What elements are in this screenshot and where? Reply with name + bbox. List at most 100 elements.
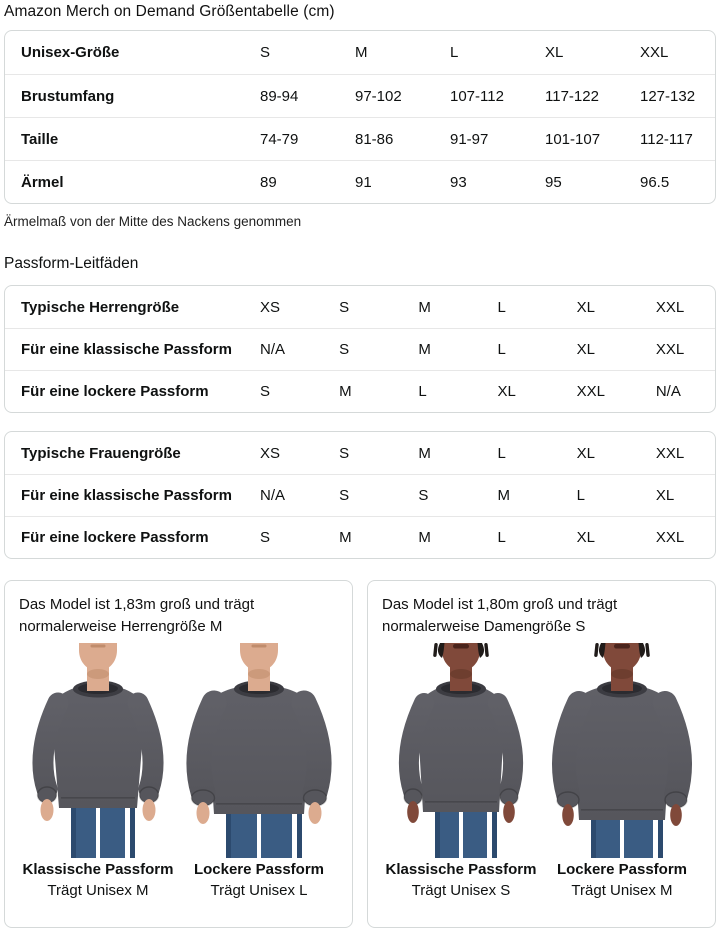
size-cell: S (260, 529, 271, 546)
size-cell: XL (576, 298, 596, 316)
sleeve-measure-note: Ärmelmaß von der Mitte des Nackens genom… (4, 214, 302, 229)
size-cell: S (260, 383, 271, 400)
caption-size: Trägt Unisex S (411, 881, 511, 899)
size-cell: M (418, 444, 431, 462)
photo-column: Lockere Passform Trägt Unisex M (543, 642, 701, 901)
photo-column: Klassische Passform Trägt Unisex M (19, 642, 177, 901)
row-label: Typische Frauengröße (21, 444, 181, 462)
caption-size: Trägt Unisex M (571, 881, 673, 899)
size-cell: 127-132 (640, 87, 696, 105)
model-photos: Klassische Passform Trägt Unisex S Locke… (382, 642, 701, 901)
size-cell: XL (576, 529, 596, 546)
size-cell: N/A (260, 487, 286, 504)
table-row: Taille 74-79 81-86 91-97 101-107 112-117 (5, 117, 715, 160)
size-cell: L (497, 341, 506, 358)
size-cell: M (339, 383, 352, 400)
table-row: Für eine klassische Passform N/A S S M L… (5, 474, 715, 516)
model-photos: Klassische Passform Trägt Unisex M Locke… (19, 642, 338, 901)
photo-caption: Lockere Passform Trägt Unisex M (557, 859, 687, 901)
model-photo-loose-fit (543, 642, 701, 858)
size-cell: 93 (450, 173, 467, 191)
row-label: Für eine klassische Passform (21, 487, 232, 504)
row-label: Ärmel (21, 173, 64, 191)
fit-guides-heading: Passform-Leitfäden (4, 255, 139, 272)
caption-size: Trägt Unisex L (210, 881, 308, 899)
row-label: Unisex-Größe (21, 44, 120, 61)
row-label: Für eine klassische Passform (21, 341, 232, 358)
size-cell: 89 (260, 173, 277, 191)
size-cell: L (576, 487, 585, 504)
sweatshirt-model-figure (32, 642, 164, 858)
table-row: Für eine lockere Passform S M M L XL XXL (5, 516, 715, 558)
model-card-description: Das Model ist 1,80m groß und trägt norma… (382, 596, 618, 635)
size-table: Unisex-Größe S M L XL XXL Brustumfang 89… (4, 30, 716, 204)
table-row: Für eine klassische Passform N/A S M L X… (5, 328, 715, 370)
size-cell: 89-94 (260, 87, 299, 105)
size-cell: 91 (355, 173, 372, 191)
size-cell: S (418, 487, 429, 504)
size-cell: 81-86 (355, 130, 394, 148)
size-cell: L (497, 298, 506, 316)
photo-caption: Lockere Passform Trägt Unisex L (194, 859, 324, 901)
caption-fit-type: Klassische Passform (385, 860, 537, 878)
caption-fit-type: Lockere Passform (556, 860, 688, 878)
table-row: Typische Frauengröße XS S M L XL XXL (5, 432, 715, 474)
model-card-men: Das Model ist 1,83m groß und trägt norma… (4, 580, 353, 928)
size-cell: 107-112 (450, 87, 504, 105)
size-cell: M (339, 529, 352, 546)
size-cell: XXL (655, 529, 685, 546)
model-photo-classic-fit (19, 642, 177, 858)
fit-table-women: Typische Frauengröße XS S M L XL XXL Für… (4, 431, 716, 559)
size-cell: N/A (655, 383, 681, 400)
size-cell: S (339, 487, 350, 504)
size-cell: M (418, 529, 431, 546)
row-label: Für eine lockere Passform (21, 383, 209, 400)
size-cell: M (418, 341, 431, 358)
sweatshirt-model-figure (186, 642, 332, 858)
model-card-description: Das Model ist 1,83m groß und trägt norma… (19, 596, 255, 635)
size-cell: 96.5 (640, 173, 670, 191)
size-cell: S (260, 44, 271, 61)
table-row: Für eine lockere Passform S M L XL XXL N… (5, 370, 715, 412)
sweatshirt-model-figure (399, 642, 523, 858)
size-cell: XXL (655, 444, 685, 462)
size-cell: L (497, 529, 506, 546)
size-cell: XL (655, 487, 675, 504)
size-cell: XXL (640, 44, 669, 61)
model-photo-classic-fit (382, 642, 540, 858)
row-label: Taille (21, 130, 59, 148)
size-cell: M (497, 487, 510, 504)
size-cell: N/A (260, 341, 286, 358)
size-cell: 95 (545, 173, 562, 191)
size-cell: L (450, 44, 459, 61)
row-label: Brustumfang (21, 87, 115, 105)
table-row: Unisex-Größe S M L XL XXL (5, 31, 715, 74)
size-cell: M (355, 44, 368, 61)
size-cell: 97-102 (355, 87, 402, 105)
size-cell: XXL (655, 298, 685, 316)
fit-table-men: Typische Herrengröße XS S M L XL XXL Für… (4, 285, 716, 413)
caption-fit-type: Lockere Passform (193, 860, 325, 878)
size-cell: M (418, 298, 431, 316)
size-cell: S (339, 341, 350, 358)
size-cell: L (418, 383, 427, 400)
size-cell: XL (497, 383, 516, 400)
size-cell: 74-79 (260, 130, 299, 148)
size-cell: XXL (576, 383, 606, 400)
model-cards: Das Model ist 1,83m groß und trägt norma… (4, 580, 716, 928)
page-title: Amazon Merch on Demand Größentabelle (cm… (4, 3, 335, 20)
photo-column: Klassische Passform Trägt Unisex S (382, 642, 540, 901)
photo-caption: Klassische Passform Trägt Unisex M (23, 859, 174, 901)
row-label: Typische Herrengröße (21, 298, 180, 316)
caption-fit-type: Klassische Passform (22, 860, 174, 878)
model-photo-loose-fit (180, 642, 338, 858)
size-cell: 117-122 (545, 87, 599, 105)
table-row: Typische Herrengröße XS S M L XL XXL (5, 286, 715, 328)
sweatshirt-model-figure (552, 642, 692, 858)
table-row: Ärmel 89 91 93 95 96.5 (5, 160, 715, 203)
table-row: Brustumfang 89-94 97-102 107-112 117-122… (5, 74, 715, 117)
size-cell: XL (576, 444, 596, 462)
size-cell: 101-107 (545, 130, 601, 148)
photo-caption: Klassische Passform Trägt Unisex S (386, 859, 537, 901)
